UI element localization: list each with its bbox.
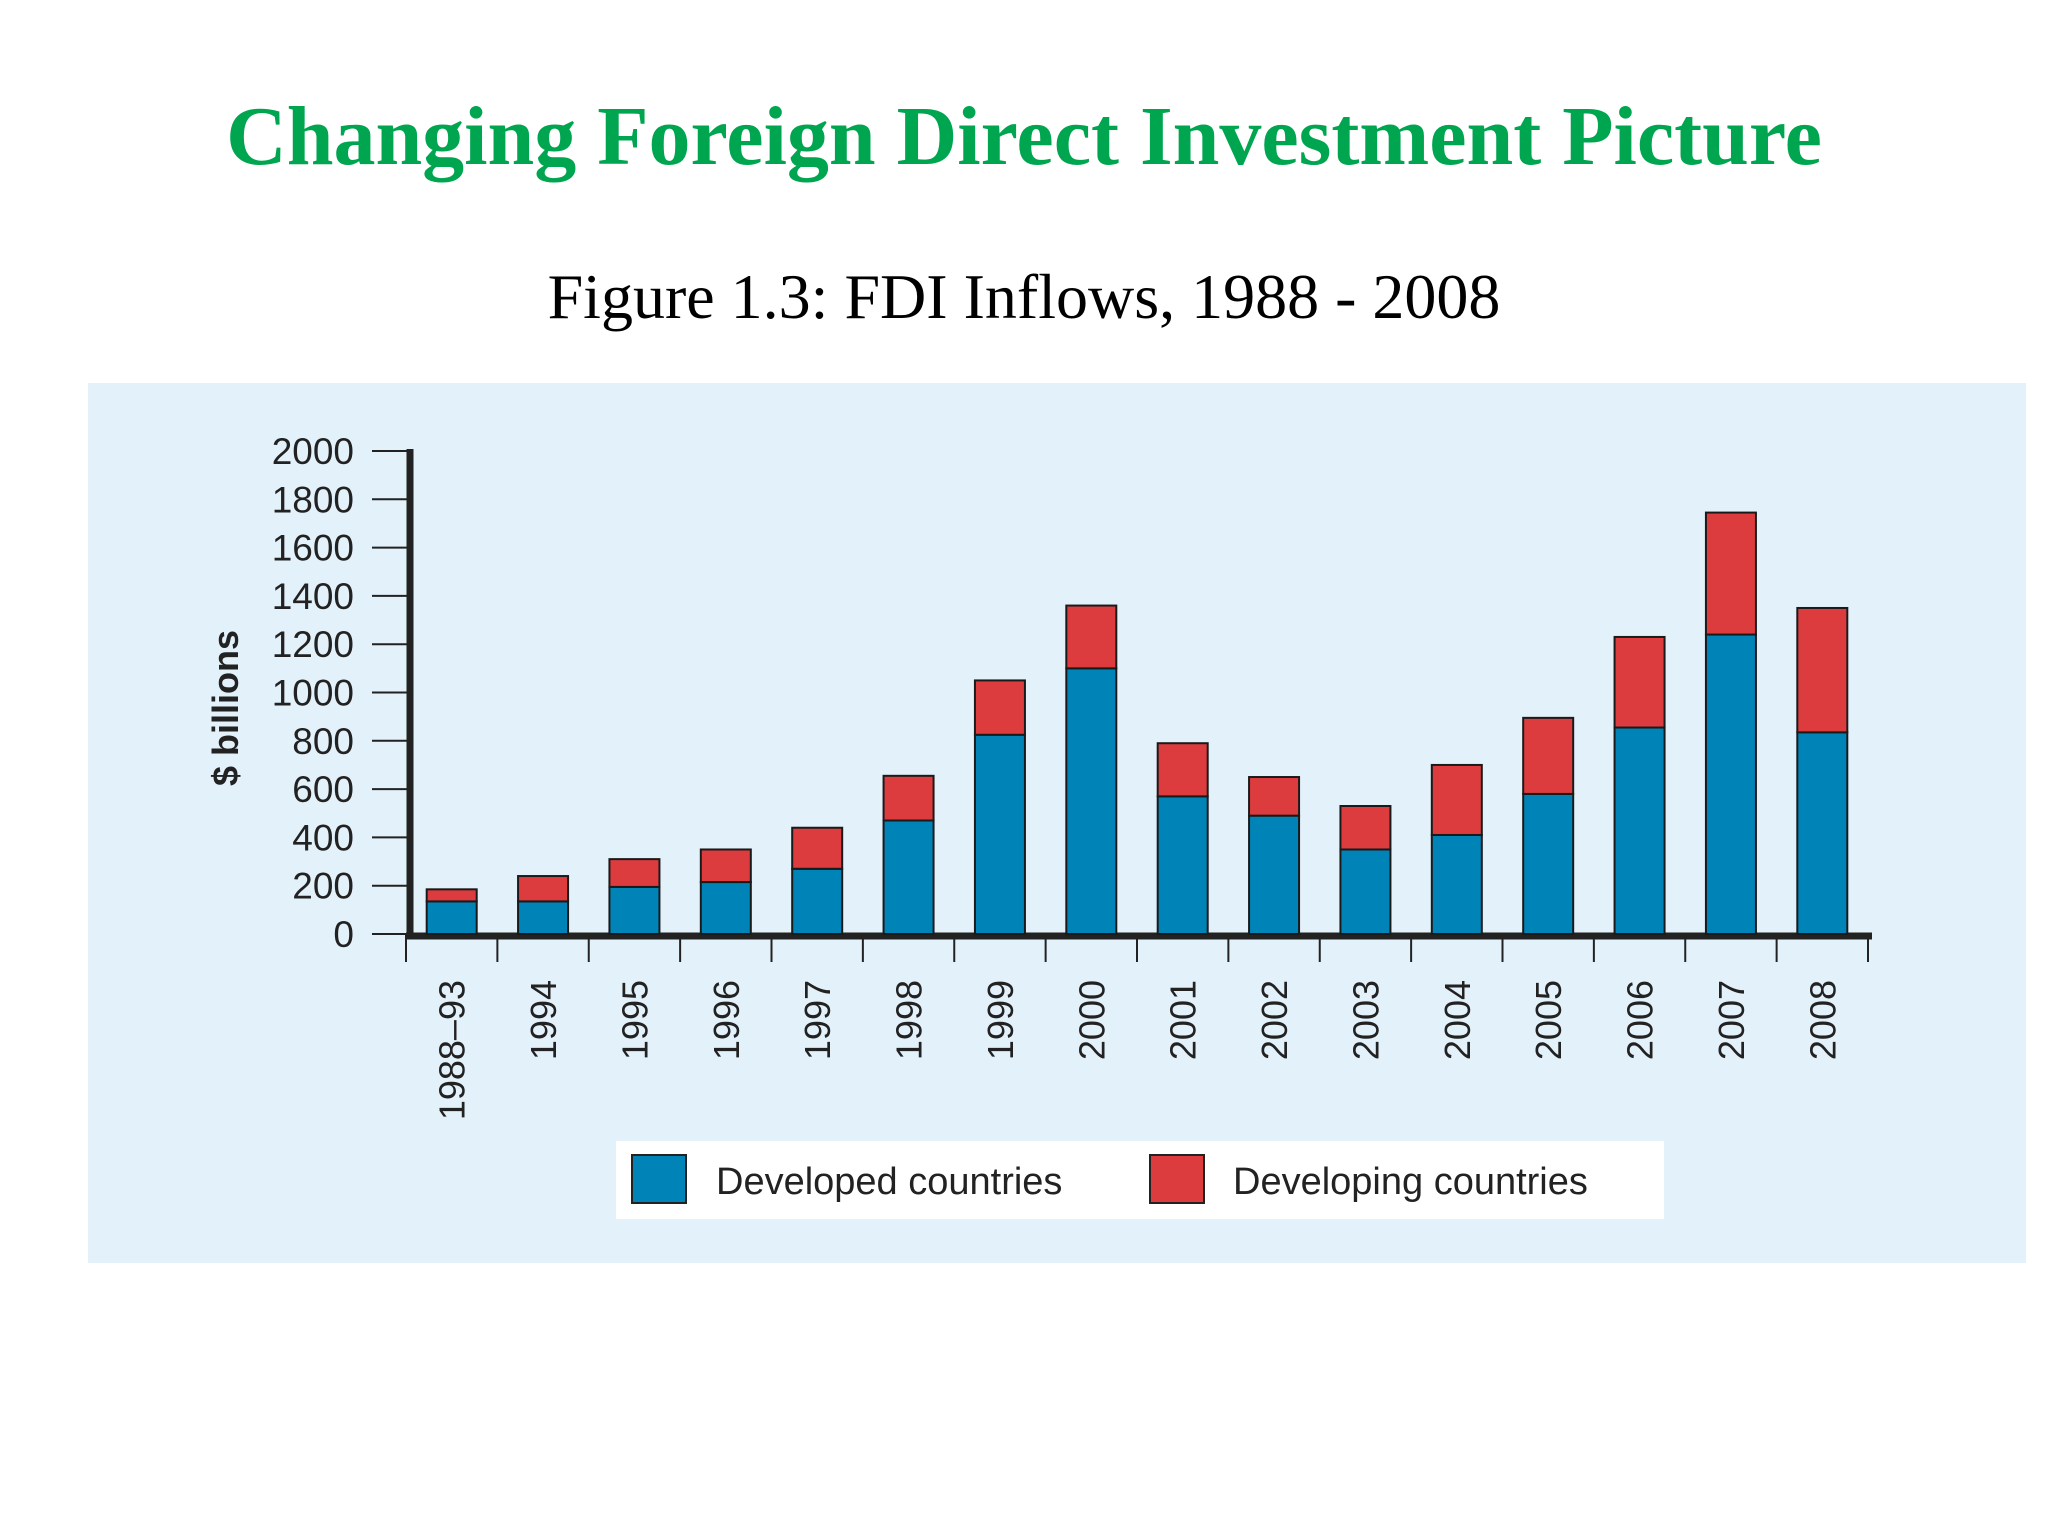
y-tick-label: 1800 — [272, 479, 354, 520]
x-tick-label: 2003 — [1345, 980, 1386, 1060]
x-tick-label: 2006 — [1620, 980, 1661, 1060]
x-tick-label: 1994 — [523, 980, 564, 1060]
y-tick-label: 400 — [292, 817, 354, 858]
x-tick-label: 2004 — [1437, 980, 1478, 1060]
legend-box — [616, 1141, 1664, 1219]
x-tick-label: 1999 — [980, 980, 1021, 1060]
y-tick-label: 1400 — [272, 576, 354, 617]
bar-developed — [791, 867, 844, 935]
y-axis-label: $ billions — [205, 630, 246, 786]
bar-developed — [1704, 633, 1757, 935]
x-tick-label: 1995 — [614, 980, 655, 1060]
x-tick-label: 2008 — [1802, 980, 1843, 1060]
bar-developing — [699, 848, 752, 884]
bar-developing — [1613, 635, 1666, 729]
legend: Developed countries Developing countries — [616, 1141, 1664, 1219]
bar-developed — [1796, 731, 1849, 935]
bar-developing — [791, 826, 844, 870]
y-tick-label: 1600 — [272, 528, 354, 569]
bar-developed — [1065, 667, 1118, 935]
bar-developed — [1430, 833, 1483, 935]
bar-developing — [608, 858, 661, 888]
legend-label-developing: Developing countries — [1233, 1161, 1588, 1203]
x-tick-label: 1998 — [889, 980, 930, 1060]
bar-developing — [1065, 604, 1118, 670]
bars — [425, 511, 1849, 936]
bar-developing — [973, 679, 1026, 736]
tick-labels: 0 200 400 600 800 1000 1200 1400 1600 1800 2000 198… — [272, 431, 1844, 1120]
bar-developing — [425, 888, 478, 903]
x-tick-label: 1997 — [797, 980, 838, 1060]
bar-developed — [973, 733, 1026, 936]
x-tick-label: 2007 — [1711, 980, 1752, 1060]
bar-developed — [1613, 726, 1666, 936]
bar-developing — [1248, 776, 1301, 817]
y-tick-label: 1200 — [272, 624, 354, 665]
y-tick-label: 1000 — [272, 673, 354, 714]
bar-developing — [1522, 716, 1575, 795]
y-tick-label: 800 — [292, 721, 354, 762]
y-tick-label: 600 — [292, 769, 354, 810]
legend-swatch-developing — [1149, 1154, 1205, 1204]
bar-developing — [1796, 606, 1849, 734]
x-tick-label: 2000 — [1071, 980, 1112, 1060]
bar-developed — [425, 900, 478, 936]
bar-developed — [517, 900, 570, 936]
slide-title: Changing Foreign Direct Investment Pictu… — [226, 90, 1822, 183]
x-tick-label: 1996 — [706, 980, 747, 1060]
bar-developing — [1339, 805, 1392, 851]
bar-developed — [1156, 795, 1209, 935]
axes — [372, 449, 1872, 962]
y-tick-label: 200 — [292, 866, 354, 907]
x-tick-label: 1988–93 — [432, 980, 473, 1120]
bar-developing — [517, 875, 570, 903]
bar-developing — [1704, 511, 1757, 636]
legend-label-developed: Developed countries — [716, 1161, 1062, 1203]
chart-subtitle: Figure 1.3: FDI Inflows, 1988 - 2008 — [547, 261, 1501, 332]
bar-developed — [882, 819, 935, 935]
bar-developing — [1156, 742, 1209, 798]
x-tick-label: 2005 — [1528, 980, 1569, 1060]
bar-developed — [608, 885, 661, 935]
y-tick-label: 0 — [333, 914, 354, 955]
bar-developing — [882, 774, 935, 822]
y-tick-label: 2000 — [272, 431, 354, 472]
x-tick-label: 2002 — [1254, 980, 1295, 1060]
x-tick-label: 2001 — [1163, 980, 1204, 1060]
bar-developing — [1430, 763, 1483, 836]
bar-developed — [1522, 792, 1575, 935]
bar-developed — [699, 881, 752, 936]
bar-developed — [1339, 848, 1392, 935]
bar-developed — [1248, 814, 1301, 935]
legend-swatch-developed — [631, 1154, 687, 1204]
